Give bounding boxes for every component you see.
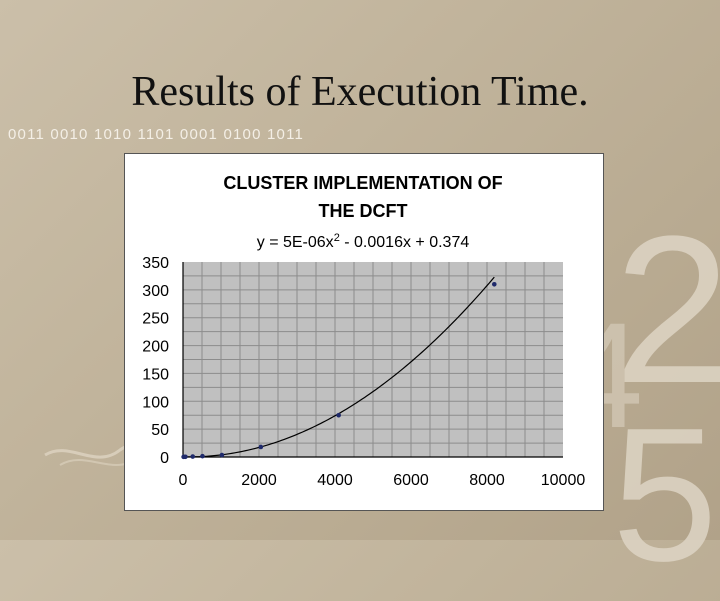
- x-tick-label: 2000: [241, 472, 277, 489]
- y-tick-label: 200: [142, 339, 169, 356]
- tick-labels: 0 2000 4000 6000 8000 10000 0 50 100 150 200 250 300…: [142, 255, 585, 489]
- chart-title-line-1: CLUSTER IMPLEMENTATION OF: [223, 173, 502, 193]
- data-point: [336, 412, 341, 418]
- y-tick-label: 50: [151, 422, 169, 439]
- y-tick-label: 100: [142, 394, 169, 411]
- data-points: [181, 281, 497, 460]
- data-point: [200, 453, 205, 459]
- data-point: [219, 452, 225, 458]
- chart-svg: CLUSTER IMPLEMENTATION OF THE DCFT y = 5…: [142, 173, 585, 489]
- x-tick-label: 0: [179, 472, 188, 489]
- x-tick-label: 6000: [393, 472, 429, 489]
- binary-decoration-text: 0011 0010 1010 1101 0001 0100 1011: [8, 126, 305, 143]
- grid-lines: [183, 262, 563, 457]
- slide-title: Results of Execution Time.: [131, 69, 589, 115]
- y-tick-label: 250: [142, 311, 169, 328]
- chart-title-line-2: THE DCFT: [319, 201, 408, 221]
- axes: [182, 262, 563, 458]
- y-tick-label: 150: [142, 366, 169, 383]
- deco-digit-5: 5: [612, 389, 718, 601]
- data-point: [183, 454, 188, 460]
- x-tick-label: 4000: [317, 472, 353, 489]
- y-tick-label: 0: [160, 450, 169, 467]
- data-point: [190, 454, 196, 459]
- deco-digit-2: 2: [614, 192, 720, 427]
- data-point: [491, 281, 497, 287]
- trendline-equation: y = 5E-06x2 - 0.0016x + 0.374: [257, 232, 470, 251]
- x-tick-label: 8000: [469, 472, 505, 489]
- chart-panel: CLUSTER IMPLEMENTATION OF THE DCFT y = 5…: [124, 153, 604, 511]
- y-tick-label: 300: [142, 283, 169, 300]
- y-tick-label: 350: [142, 255, 169, 272]
- x-tick-label: 10000: [541, 472, 586, 489]
- data-point: [258, 444, 264, 450]
